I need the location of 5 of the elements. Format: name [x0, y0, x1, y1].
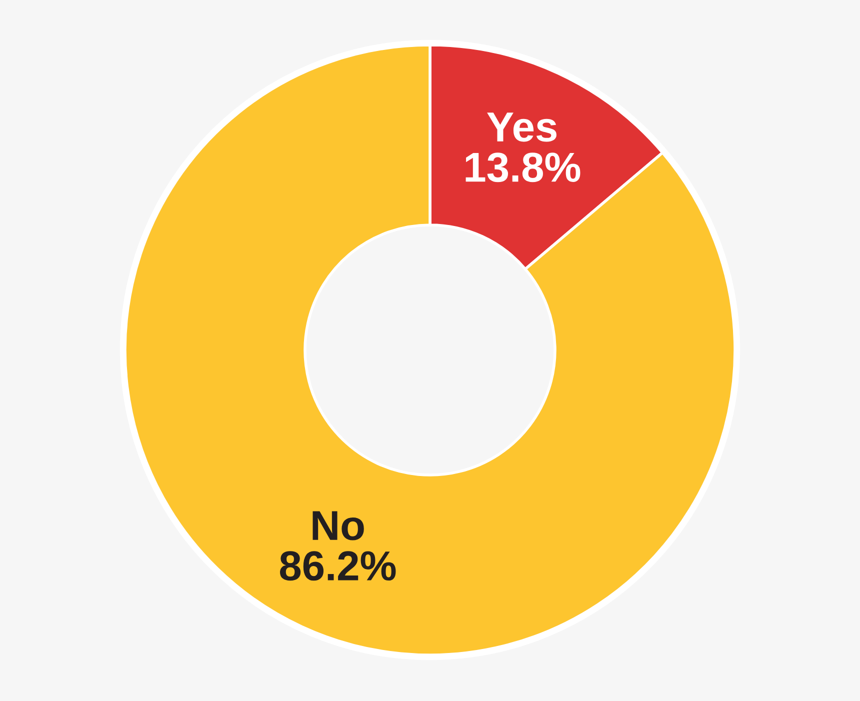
data-label: 13.8%	[466, 152, 580, 182]
donut-slice	[124, 44, 736, 656]
slice-label: No	[312, 511, 364, 540]
data-label: 86.2%	[280, 551, 396, 581]
slice-label: Yes	[487, 112, 556, 142]
